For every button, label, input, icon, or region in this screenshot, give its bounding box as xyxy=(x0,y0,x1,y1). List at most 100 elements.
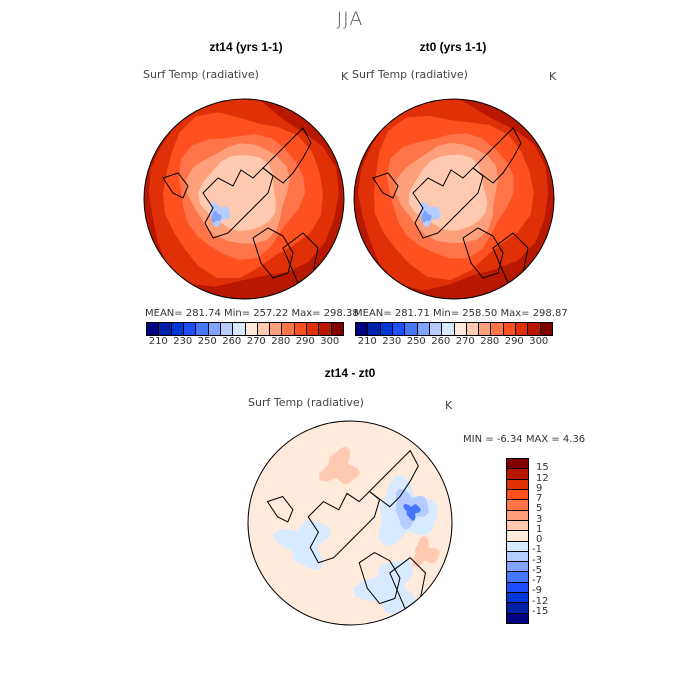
colorbar-box xyxy=(220,323,234,335)
colorbar-box xyxy=(356,323,369,335)
colorbar-box xyxy=(307,323,320,335)
colorbar-tick-label: 5 xyxy=(536,503,543,515)
coastline xyxy=(307,490,381,564)
colorbar-box xyxy=(507,510,528,521)
colorbar-tick-label: -15 xyxy=(532,605,549,617)
colorbar-box xyxy=(208,323,221,335)
temperature-contour xyxy=(421,210,432,223)
colorbar-tick-label: -9 xyxy=(532,585,542,597)
colorbar-tick-label: 300 xyxy=(320,336,340,347)
coastline xyxy=(412,167,484,239)
colorbar-box xyxy=(507,613,528,623)
coastline xyxy=(262,127,312,184)
colorbar-box xyxy=(294,323,308,335)
coastline xyxy=(358,551,401,605)
coastline xyxy=(372,172,399,199)
coastline xyxy=(252,227,294,279)
panel-3-variable: Surf Temp (radiative) xyxy=(248,396,364,409)
panel-3-stats: MIN = -6.34 MAX = 4.36 xyxy=(463,434,586,445)
colorbar-box xyxy=(507,551,528,563)
colorbar-box xyxy=(507,572,528,583)
colorbar-tick-label: 230 xyxy=(173,336,193,347)
colorbar-tick-label: -12 xyxy=(532,595,549,607)
coastline xyxy=(162,172,189,199)
panel-3-colorbar xyxy=(506,458,529,624)
colorbar-tick-label: -1 xyxy=(532,544,542,556)
colorbar-tick-label: 280 xyxy=(480,336,500,347)
colorbar-tick-label: 1 xyxy=(536,523,543,535)
colorbar-tick-label: 7 xyxy=(536,493,543,504)
difference-contour xyxy=(319,446,361,485)
colorbar-box xyxy=(540,323,552,335)
colorbar-box xyxy=(159,323,172,335)
colorbar-tick-label: 210 xyxy=(357,336,377,347)
colorbar-box xyxy=(270,323,283,335)
map-boundary xyxy=(143,98,345,300)
colorbar-tick-label: 0 xyxy=(536,534,543,545)
colorbar-tick-label: 250 xyxy=(406,336,426,347)
colorbar-tick-label: 210 xyxy=(148,336,168,347)
colorbar-tick-label: 9 xyxy=(536,482,543,494)
figure-title: JJA xyxy=(336,8,364,30)
colorbar-tick-label: 260 xyxy=(431,336,451,347)
colorbar-tick-label: 3 xyxy=(536,513,543,525)
colorbar-tick-label: 270 xyxy=(246,336,266,347)
colorbar-tick-label: 290 xyxy=(295,336,315,347)
panel-3-title: zt14 - zt0 xyxy=(324,366,376,380)
colorbar-box xyxy=(245,323,258,335)
panel-3-units: K xyxy=(445,399,453,412)
colorbar-tick-label: 300 xyxy=(529,336,549,347)
map-boundary xyxy=(353,98,555,300)
map-boundary xyxy=(247,420,453,626)
colorbar-tick-label: 280 xyxy=(271,336,291,347)
colorbar-box xyxy=(466,323,480,335)
colorbar-box xyxy=(147,323,160,335)
colorbar-box xyxy=(479,323,492,335)
colorbar-box xyxy=(507,593,528,604)
panel-1-units: K xyxy=(341,70,349,83)
coastline xyxy=(389,557,427,610)
colorbar-box xyxy=(507,459,528,470)
panel-3-colorbar-ticks: 15 12 9 7 5 3 1 0 -1 -3 -5 -7 -9 -12 -15 xyxy=(532,458,572,630)
panel-2-variable: Surf Temp (radiative) xyxy=(352,68,468,81)
difference-contour xyxy=(273,520,331,570)
colorbar-box xyxy=(507,500,528,511)
colorbar-box xyxy=(171,323,184,335)
difference-contour xyxy=(412,535,440,568)
colorbar-box xyxy=(491,323,504,335)
panel-2-units: K xyxy=(549,70,557,83)
colorbar-box xyxy=(507,562,528,573)
panel-2-map xyxy=(353,98,555,300)
colorbar-box xyxy=(507,531,528,542)
colorbar-box xyxy=(257,323,271,335)
colorbar-tick-label: -3 xyxy=(532,554,542,566)
colorbar-tick-label: -7 xyxy=(532,575,542,586)
panel-2-colorbar xyxy=(355,322,553,336)
colorbar-box xyxy=(282,323,295,335)
colorbar-box xyxy=(233,323,246,335)
colorbar-tick-label: 12 xyxy=(536,472,549,484)
coastline xyxy=(492,232,529,284)
panel-3-map xyxy=(247,420,453,626)
colorbar-box xyxy=(196,323,209,335)
colorbar-box xyxy=(507,541,528,552)
coastline xyxy=(462,227,504,279)
colorbar-tick-label: 230 xyxy=(382,336,402,347)
panel-1-title: zt14 (yrs 1-1) xyxy=(209,40,283,54)
difference-contour xyxy=(403,503,421,521)
colorbar-box xyxy=(503,323,517,335)
colorbar-box xyxy=(528,323,541,335)
panel-1-stats: MEAN= 281.74 Min= 257.22 Max= 298.38 xyxy=(145,308,359,319)
panel-2-stats: MEAN= 281.71 Min= 258.50 Max= 298.87 xyxy=(354,308,568,319)
colorbar-box xyxy=(183,323,197,335)
colorbar-box xyxy=(368,323,381,335)
colorbar-box xyxy=(319,323,332,335)
colorbar-tick-label: 15 xyxy=(536,462,549,474)
colorbar-box xyxy=(507,469,528,480)
colorbar-box xyxy=(507,479,528,490)
colorbar-tick-label: 270 xyxy=(455,336,475,347)
temperature-contour xyxy=(211,210,222,223)
panel-2-colorbar-ticks: 210 230 250 260 270 280 290 300 xyxy=(355,336,551,348)
coastline xyxy=(266,495,294,523)
